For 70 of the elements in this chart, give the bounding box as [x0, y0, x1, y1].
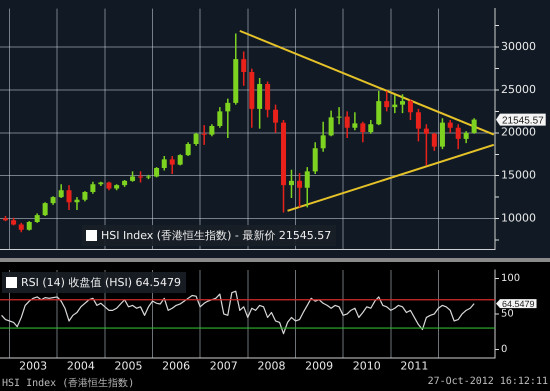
text: HSI Index (香港恒生指数) - 最新价 21545.57 — [101, 228, 332, 244]
series-label: RSI (14) 收盘值 (HSI) 64.5479 — [21, 275, 182, 290]
text: HSI Index (香港恒生指数) — [2, 376, 134, 390]
candlestick — [26, 220, 32, 232]
x-tick-label: 2005 — [114, 359, 143, 372]
candlestick — [392, 94, 398, 114]
y-tick-label: 25000 — [501, 82, 536, 96]
x-tick-label: 2010 — [352, 359, 381, 372]
candlestick — [304, 166, 310, 208]
candlestick — [241, 50, 246, 86]
candlestick — [472, 118, 477, 134]
y-tick-label: 50 — [501, 308, 514, 320]
candlestick — [464, 130, 469, 144]
candlestick — [18, 222, 24, 234]
x-tick-label: 2007 — [210, 359, 238, 372]
y-tick-label: 15000 — [501, 168, 536, 182]
candlestick — [416, 108, 421, 142]
candlestick — [432, 132, 437, 152]
candlestick — [273, 104, 278, 134]
y-tick-label: 20000 — [501, 126, 536, 139]
x-tick-label: 2004 — [66, 359, 95, 372]
candlestick — [74, 196, 80, 211]
candlestick — [320, 120, 326, 152]
candlestick — [225, 98, 230, 139]
candlestick — [456, 124, 461, 150]
candlestick — [360, 120, 366, 144]
candlestick — [209, 124, 214, 138]
candlestick — [130, 170, 136, 182]
candlestick — [424, 124, 429, 166]
candlestick — [217, 106, 222, 128]
candlestick — [368, 119, 374, 134]
candlestick — [376, 90, 382, 126]
candlestick — [138, 170, 144, 184]
candlestick — [178, 154, 183, 166]
candlestick — [202, 124, 207, 146]
y-tick-label: 10000 — [501, 211, 536, 224]
candlestick — [312, 142, 318, 175]
y-tick-label: 30000 — [501, 40, 536, 54]
x-tick-label: 2006 — [162, 359, 190, 372]
candlestick — [336, 106, 342, 126]
candlestick — [194, 132, 199, 146]
candlestick — [66, 184, 72, 211]
candlestick — [448, 119, 453, 134]
candlestick — [400, 94, 405, 114]
candlestick — [440, 118, 445, 150]
candlestick — [82, 190, 88, 202]
candlestick — [408, 98, 413, 121]
candlestick — [90, 180, 96, 194]
text: 27-Oct-2012 16:12:11 — [428, 376, 548, 387]
annotation: 21545.57 — [502, 115, 544, 126]
x-tick-label: 2003 — [19, 359, 48, 372]
text: 64.5479 — [502, 299, 535, 310]
candlestick — [328, 110, 334, 138]
candlestick — [58, 184, 64, 199]
candlestick — [170, 155, 175, 175]
candlestick — [352, 112, 358, 132]
candlestick — [154, 166, 160, 178]
candlestick — [162, 155, 167, 172]
x-tick-label: 2008 — [258, 359, 286, 372]
y-tick-label: 100 — [501, 273, 520, 284]
candlestick — [297, 172, 302, 208]
candlestick — [42, 202, 48, 217]
x-tick-label: 2011 — [400, 359, 428, 372]
candlestick — [288, 168, 294, 199]
candlestick — [384, 90, 390, 112]
candlestick — [34, 212, 40, 224]
y-tick-label: 0 — [501, 344, 508, 355]
candlestick — [186, 142, 191, 157]
x-tick-label: 2009 — [305, 359, 334, 372]
candlestick — [344, 110, 350, 139]
